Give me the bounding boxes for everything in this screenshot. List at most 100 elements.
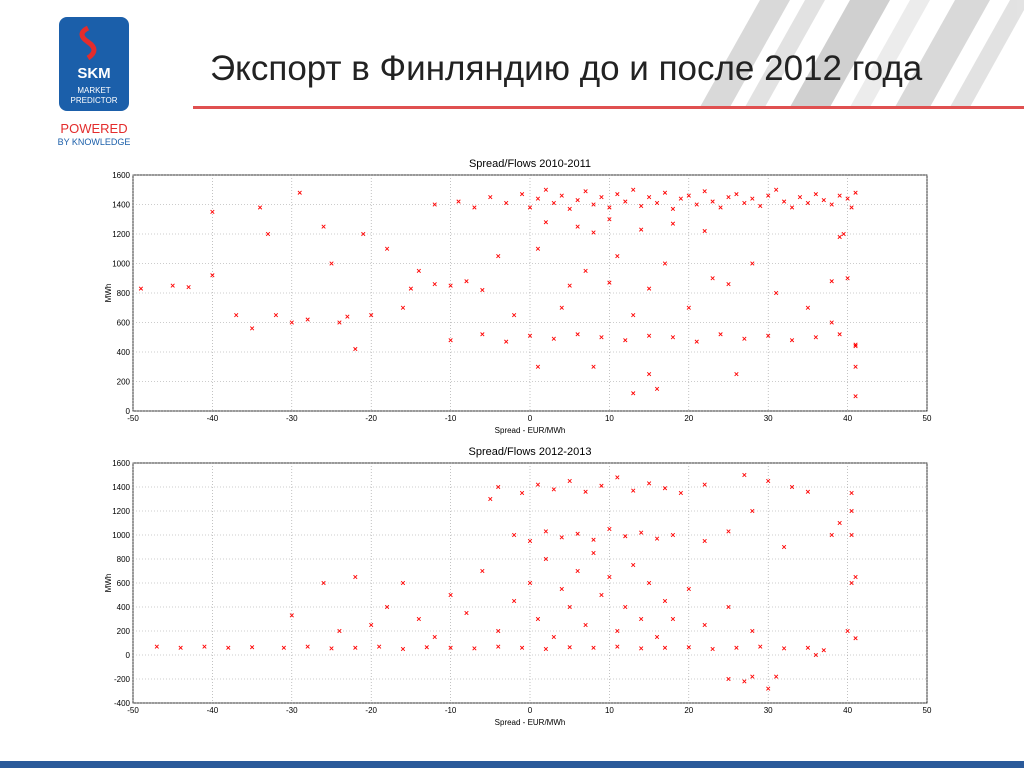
x-tick-label: -40: [207, 706, 219, 715]
point: [615, 475, 620, 480]
point: [631, 313, 636, 318]
point: [623, 338, 628, 343]
point: [631, 488, 636, 493]
point: [702, 482, 707, 487]
point: [766, 686, 771, 691]
point: [750, 508, 755, 514]
point: [480, 568, 485, 574]
point: [654, 386, 660, 391]
point: [448, 592, 453, 598]
point: [567, 206, 572, 212]
point: [265, 231, 271, 237]
point: [519, 645, 525, 650]
point: [726, 195, 731, 200]
point: [281, 645, 286, 650]
point: [591, 230, 596, 235]
y-tick-label: 800: [117, 555, 131, 564]
point: [384, 604, 390, 610]
point: [567, 283, 572, 288]
point: [178, 645, 183, 650]
y-axis-label: MWh: [104, 574, 113, 593]
point: [837, 234, 842, 240]
point: [781, 646, 787, 651]
x-tick-label: -20: [365, 414, 377, 423]
point: [210, 209, 215, 214]
point: [599, 335, 604, 340]
logo-powered: POWERED: [60, 121, 127, 136]
point: [853, 574, 858, 580]
chart-title: Spread/Flows 2012-2013: [469, 446, 592, 458]
point: [488, 496, 493, 502]
point: [559, 305, 564, 310]
point: [591, 550, 596, 556]
point: [781, 199, 787, 204]
point: [400, 305, 406, 310]
point: [369, 622, 374, 628]
point: [583, 489, 588, 494]
x-tick-label: 0: [528, 706, 533, 715]
point: [496, 254, 501, 259]
point: [512, 598, 517, 604]
point: [750, 196, 755, 201]
point: [305, 317, 310, 322]
point: [853, 394, 858, 399]
point: [583, 622, 588, 628]
point: [694, 339, 699, 344]
point: [662, 261, 668, 266]
point: [249, 645, 255, 650]
point: [297, 190, 302, 195]
point: [805, 645, 811, 650]
point: [742, 472, 747, 478]
point: [551, 487, 556, 492]
point: [631, 562, 636, 568]
point: [853, 342, 858, 347]
point: [805, 305, 811, 310]
point: [416, 616, 421, 622]
point: [646, 286, 652, 291]
y-axis-label: MWh: [104, 284, 113, 303]
x-tick-label: 30: [764, 414, 773, 423]
point: [535, 246, 541, 251]
point: [837, 193, 842, 198]
point: [758, 203, 763, 209]
point: [623, 534, 628, 539]
point: [774, 187, 779, 192]
point: [424, 645, 429, 650]
point: [726, 282, 731, 287]
point: [797, 195, 803, 200]
y-tick-label: 0: [126, 651, 131, 660]
point: [496, 644, 501, 649]
point: [480, 287, 485, 293]
point: [543, 556, 548, 562]
point: [686, 193, 691, 198]
y-tick-label: -400: [114, 699, 131, 708]
point: [654, 536, 660, 541]
footer-bar: [0, 761, 1024, 768]
point: [821, 648, 826, 653]
point: [849, 508, 854, 514]
point: [527, 538, 533, 544]
point: [789, 484, 795, 490]
point: [527, 333, 533, 338]
point: [567, 604, 572, 610]
point: [416, 268, 421, 273]
y-tick-label: 1200: [112, 230, 130, 239]
point: [551, 200, 556, 206]
y-tick-label: -200: [114, 675, 131, 684]
point: [654, 200, 660, 206]
point: [599, 592, 604, 598]
point: [377, 644, 382, 649]
point: [813, 335, 818, 340]
point: [408, 286, 414, 291]
point: [575, 568, 580, 574]
point: [559, 586, 564, 592]
point: [829, 202, 834, 207]
y-tick-label: 600: [117, 579, 131, 588]
point: [337, 320, 342, 325]
point: [742, 679, 747, 684]
point: [623, 199, 628, 204]
x-tick-label: 50: [923, 414, 932, 423]
point: [607, 574, 612, 580]
point: [519, 490, 525, 496]
